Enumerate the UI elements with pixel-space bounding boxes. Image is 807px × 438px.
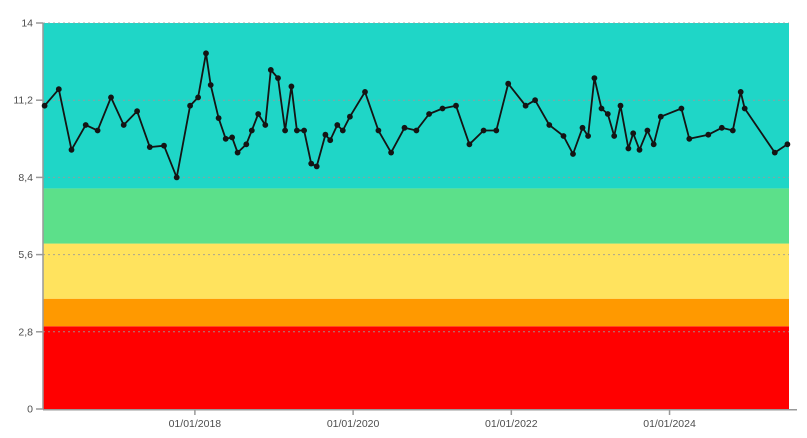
data-point[interactable] [617,102,624,109]
data-point[interactable] [362,89,368,95]
data-point[interactable] [413,127,420,134]
x-tick-label: 01/01/2022 [485,418,538,430]
band-teal [43,23,789,189]
band-orange [43,298,789,327]
y-tick-label: 5,6 [18,249,33,261]
data-point[interactable] [741,105,748,112]
data-point[interactable] [339,127,346,134]
data-point[interactable] [604,111,611,117]
data-point[interactable] [301,127,307,134]
data-point[interactable] [585,133,591,139]
data-point[interactable] [466,141,473,148]
data-point[interactable] [686,135,693,142]
data-point[interactable] [94,127,101,134]
data-point[interactable] [222,135,229,142]
data-point[interactable] [108,94,114,101]
data-point[interactable] [262,122,269,128]
data-point[interactable] [82,122,89,128]
data-point[interactable] [532,97,538,104]
data-point[interactable] [493,127,500,134]
data-point[interactable] [288,83,295,90]
data-point[interactable] [480,127,487,134]
data-point[interactable] [771,149,778,156]
data-point[interactable] [560,133,567,139]
data-point[interactable] [705,131,712,138]
data-point[interactable] [308,160,315,167]
data-point[interactable] [579,124,586,131]
data-point[interactable] [120,122,127,128]
data-point[interactable] [243,141,250,148]
data-point[interactable] [388,149,394,156]
data-point[interactable] [68,146,75,153]
data-point[interactable] [41,102,48,109]
data-point[interactable] [718,124,725,131]
data-point[interactable] [401,124,408,131]
data-point[interactable] [453,102,459,109]
y-tick-label: 14 [21,18,33,30]
data-point[interactable] [784,141,791,148]
band-red [43,326,789,409]
data-point[interactable] [505,80,512,87]
data-point[interactable] [636,146,643,153]
data-point[interactable] [313,163,320,170]
data-point[interactable] [161,142,167,149]
data-point[interactable] [134,108,141,115]
data-point[interactable] [334,122,341,128]
data-point[interactable] [522,102,529,109]
data-point[interactable] [173,174,180,181]
data-point[interactable] [146,144,153,151]
y-tick-label: 2,8 [18,326,33,338]
data-point[interactable] [248,127,255,134]
x-tick-label: 01/01/2018 [169,418,222,430]
y-tick-label: 0 [27,404,33,416]
data-point[interactable] [591,75,598,81]
data-point[interactable] [625,145,632,152]
data-point[interactable] [322,131,329,138]
data-point[interactable] [207,82,214,88]
data-point[interactable] [229,134,236,141]
data-point[interactable] [275,75,281,81]
y-tick-label: 8,4 [18,172,33,184]
x-tick-label: 01/01/2024 [643,418,696,430]
data-point[interactable] [347,113,353,120]
data-point[interactable] [439,105,446,112]
data-point[interactable] [570,151,576,157]
data-point[interactable] [55,86,62,93]
data-point[interactable] [294,127,300,134]
y-tick-label: 11,2 [13,95,33,107]
data-point[interactable] [630,130,637,137]
data-point[interactable] [375,127,382,134]
data-point[interactable] [195,94,202,101]
data-point[interactable] [611,133,618,139]
data-point[interactable] [546,122,553,128]
data-point[interactable] [267,67,274,73]
data-point[interactable] [282,127,288,134]
band-yellow [43,243,789,299]
data-point[interactable] [650,141,657,148]
data-point[interactable] [657,113,664,120]
data-point[interactable] [644,127,651,134]
data-point[interactable] [215,115,222,121]
data-point[interactable] [234,149,241,156]
data-point[interactable] [203,50,209,57]
data-point[interactable] [187,102,194,109]
data-point[interactable] [426,111,432,117]
data-point[interactable] [255,111,262,117]
data-point[interactable] [729,127,736,134]
data-point[interactable] [737,89,744,95]
data-point[interactable] [598,105,605,112]
data-point[interactable] [678,105,685,112]
band-green [43,188,789,244]
data-point[interactable] [327,137,334,144]
x-tick-label: 01/01/2020 [327,418,380,430]
